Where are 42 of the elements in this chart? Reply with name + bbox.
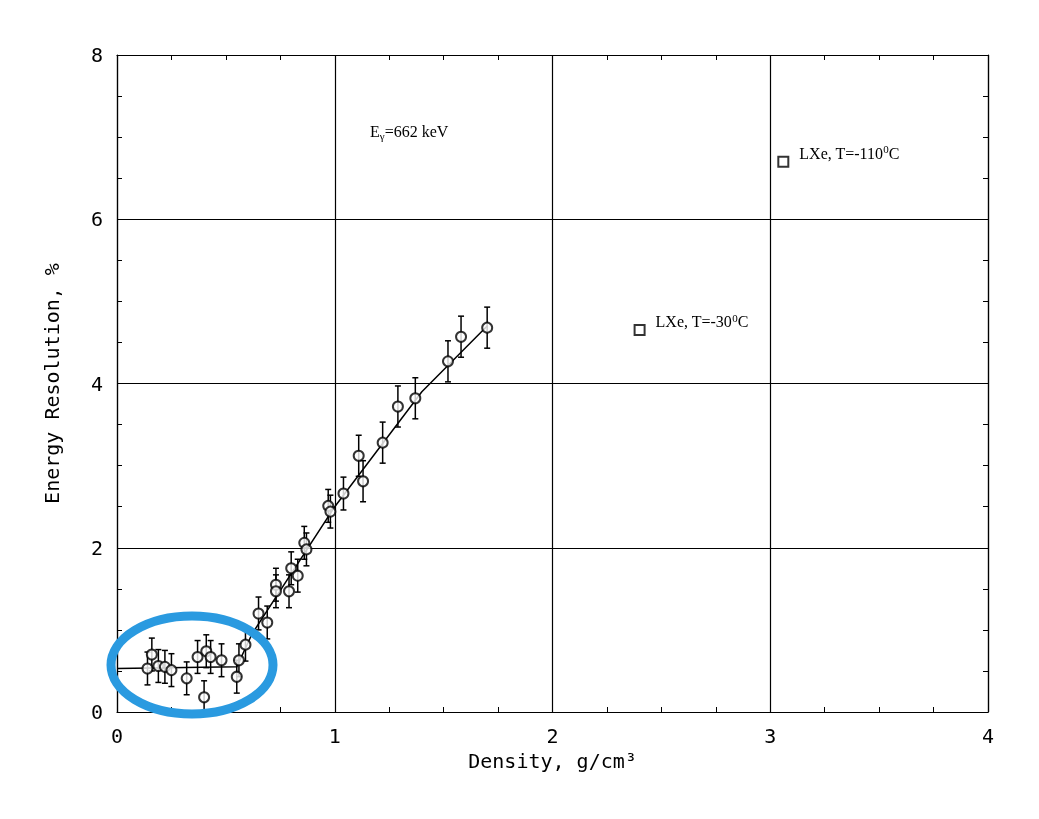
y-tick-label: 0 bbox=[90, 700, 103, 724]
point bbox=[269, 585, 282, 598]
point bbox=[239, 638, 252, 651]
x-tick-label: 4 bbox=[981, 724, 995, 748]
point bbox=[481, 321, 494, 334]
point bbox=[376, 436, 389, 449]
point bbox=[633, 324, 646, 337]
point bbox=[352, 449, 365, 462]
point bbox=[261, 616, 274, 629]
point bbox=[337, 487, 350, 500]
point bbox=[285, 562, 298, 575]
point bbox=[230, 670, 243, 683]
point bbox=[291, 569, 304, 582]
point bbox=[191, 650, 204, 663]
point bbox=[300, 543, 313, 556]
point bbox=[232, 654, 245, 667]
point bbox=[391, 400, 404, 413]
point bbox=[141, 662, 154, 675]
x-tick-label: 1 bbox=[328, 724, 341, 748]
point bbox=[324, 505, 337, 518]
point bbox=[145, 648, 158, 661]
x-tick-label: 3 bbox=[764, 724, 777, 748]
point bbox=[777, 155, 790, 168]
point bbox=[215, 654, 228, 667]
point bbox=[409, 392, 422, 405]
point bbox=[204, 650, 217, 663]
point bbox=[252, 607, 265, 620]
y-tick-label: 2 bbox=[90, 535, 103, 560]
point bbox=[441, 355, 454, 368]
y-axis-title: Energy Resolution, % bbox=[40, 263, 64, 504]
y-tick-label: 8 bbox=[90, 43, 103, 67]
point bbox=[180, 672, 193, 685]
point bbox=[198, 691, 211, 704]
point bbox=[165, 664, 178, 677]
x-tick-label: 2 bbox=[546, 724, 559, 748]
x-axis-title: Density, g/cm³ bbox=[468, 748, 637, 773]
x-tick-label: 0 bbox=[110, 724, 124, 748]
y-tick-label: 4 bbox=[90, 371, 103, 396]
point bbox=[357, 475, 370, 488]
y-tick-label: 6 bbox=[90, 207, 103, 232]
point bbox=[283, 585, 296, 598]
point bbox=[455, 330, 468, 343]
